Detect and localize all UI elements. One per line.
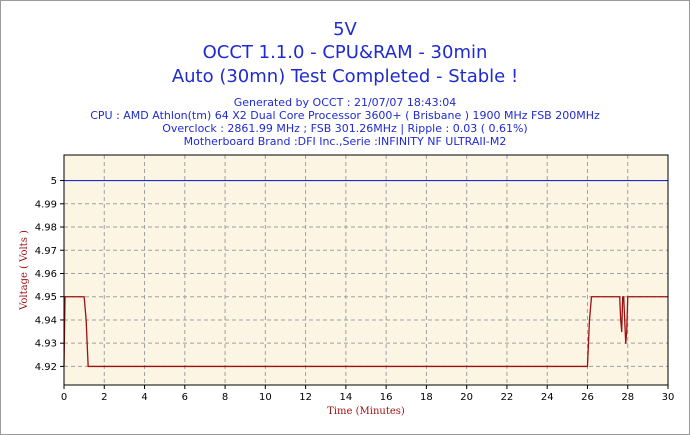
x-tick-label: 16 — [380, 392, 393, 403]
y-tick-label: 4.92 — [35, 362, 57, 373]
x-axis-label: Time (Minutes) — [327, 406, 405, 417]
y-tick-label: 4.94 — [35, 315, 57, 326]
y-tick-label: 4.99 — [35, 199, 57, 210]
y-tick-label: 5 — [51, 176, 57, 187]
x-tick-label: 24 — [541, 392, 554, 403]
y-tick-label: 4.97 — [35, 246, 57, 257]
x-tick-label: 28 — [621, 392, 634, 403]
info-cpu: CPU : AMD Athlon(tm) 64 X2 Dual Core Pro… — [90, 109, 600, 122]
y-tick-label: 4.96 — [35, 269, 57, 280]
x-tick-label: 14 — [339, 392, 352, 403]
plot-border — [63, 154, 669, 386]
x-tick-label: 8 — [222, 392, 228, 403]
y-tick-label: 4.95 — [35, 292, 57, 303]
chart-subtitle: OCCT 1.1.0 - CPU&RAM - 30min — [202, 42, 488, 63]
x-tick-label: 4 — [141, 392, 147, 403]
x-tick-label: 6 — [182, 392, 188, 403]
y-tick-label: 4.98 — [35, 223, 57, 234]
x-tick-label: 26 — [581, 392, 594, 403]
test-status: Auto (30mn) Test Completed - Stable ! — [171, 66, 519, 87]
info-motherboard: Motherboard Brand :DFI Inc.,Serie :INFIN… — [183, 135, 507, 148]
y-axis-label: Voltage ( Volts ) — [19, 230, 30, 311]
x-tick-label: 20 — [460, 392, 473, 403]
info-generated: Generated by OCCT : 21/07/07 18:43:04 — [233, 96, 457, 109]
y-tick-label: 4.93 — [35, 339, 57, 350]
series-layer — [63, 179, 668, 368]
x-tick-label: 12 — [299, 392, 312, 403]
x-tick-label: 18 — [420, 392, 433, 403]
voltage-series-line — [63, 296, 668, 368]
grid-lines — [64, 155, 668, 385]
chart-title: 5V — [333, 19, 357, 40]
info-overclock: Overclock : 2861.99 MHz ; FSB 301.26MHz … — [162, 122, 528, 135]
x-tick-label: 30 — [662, 392, 675, 403]
x-tick-label: 0 — [61, 392, 67, 403]
tick-labels: 0 2 4 6 8 10 12 14 16 18 20 22 24 26 28 304.924.934.944… — [35, 176, 675, 403]
x-tick-label: 22 — [501, 392, 514, 403]
plot-area — [64, 155, 668, 385]
x-tick-label: 2 — [101, 392, 107, 403]
x-tick-label: 10 — [259, 392, 272, 403]
